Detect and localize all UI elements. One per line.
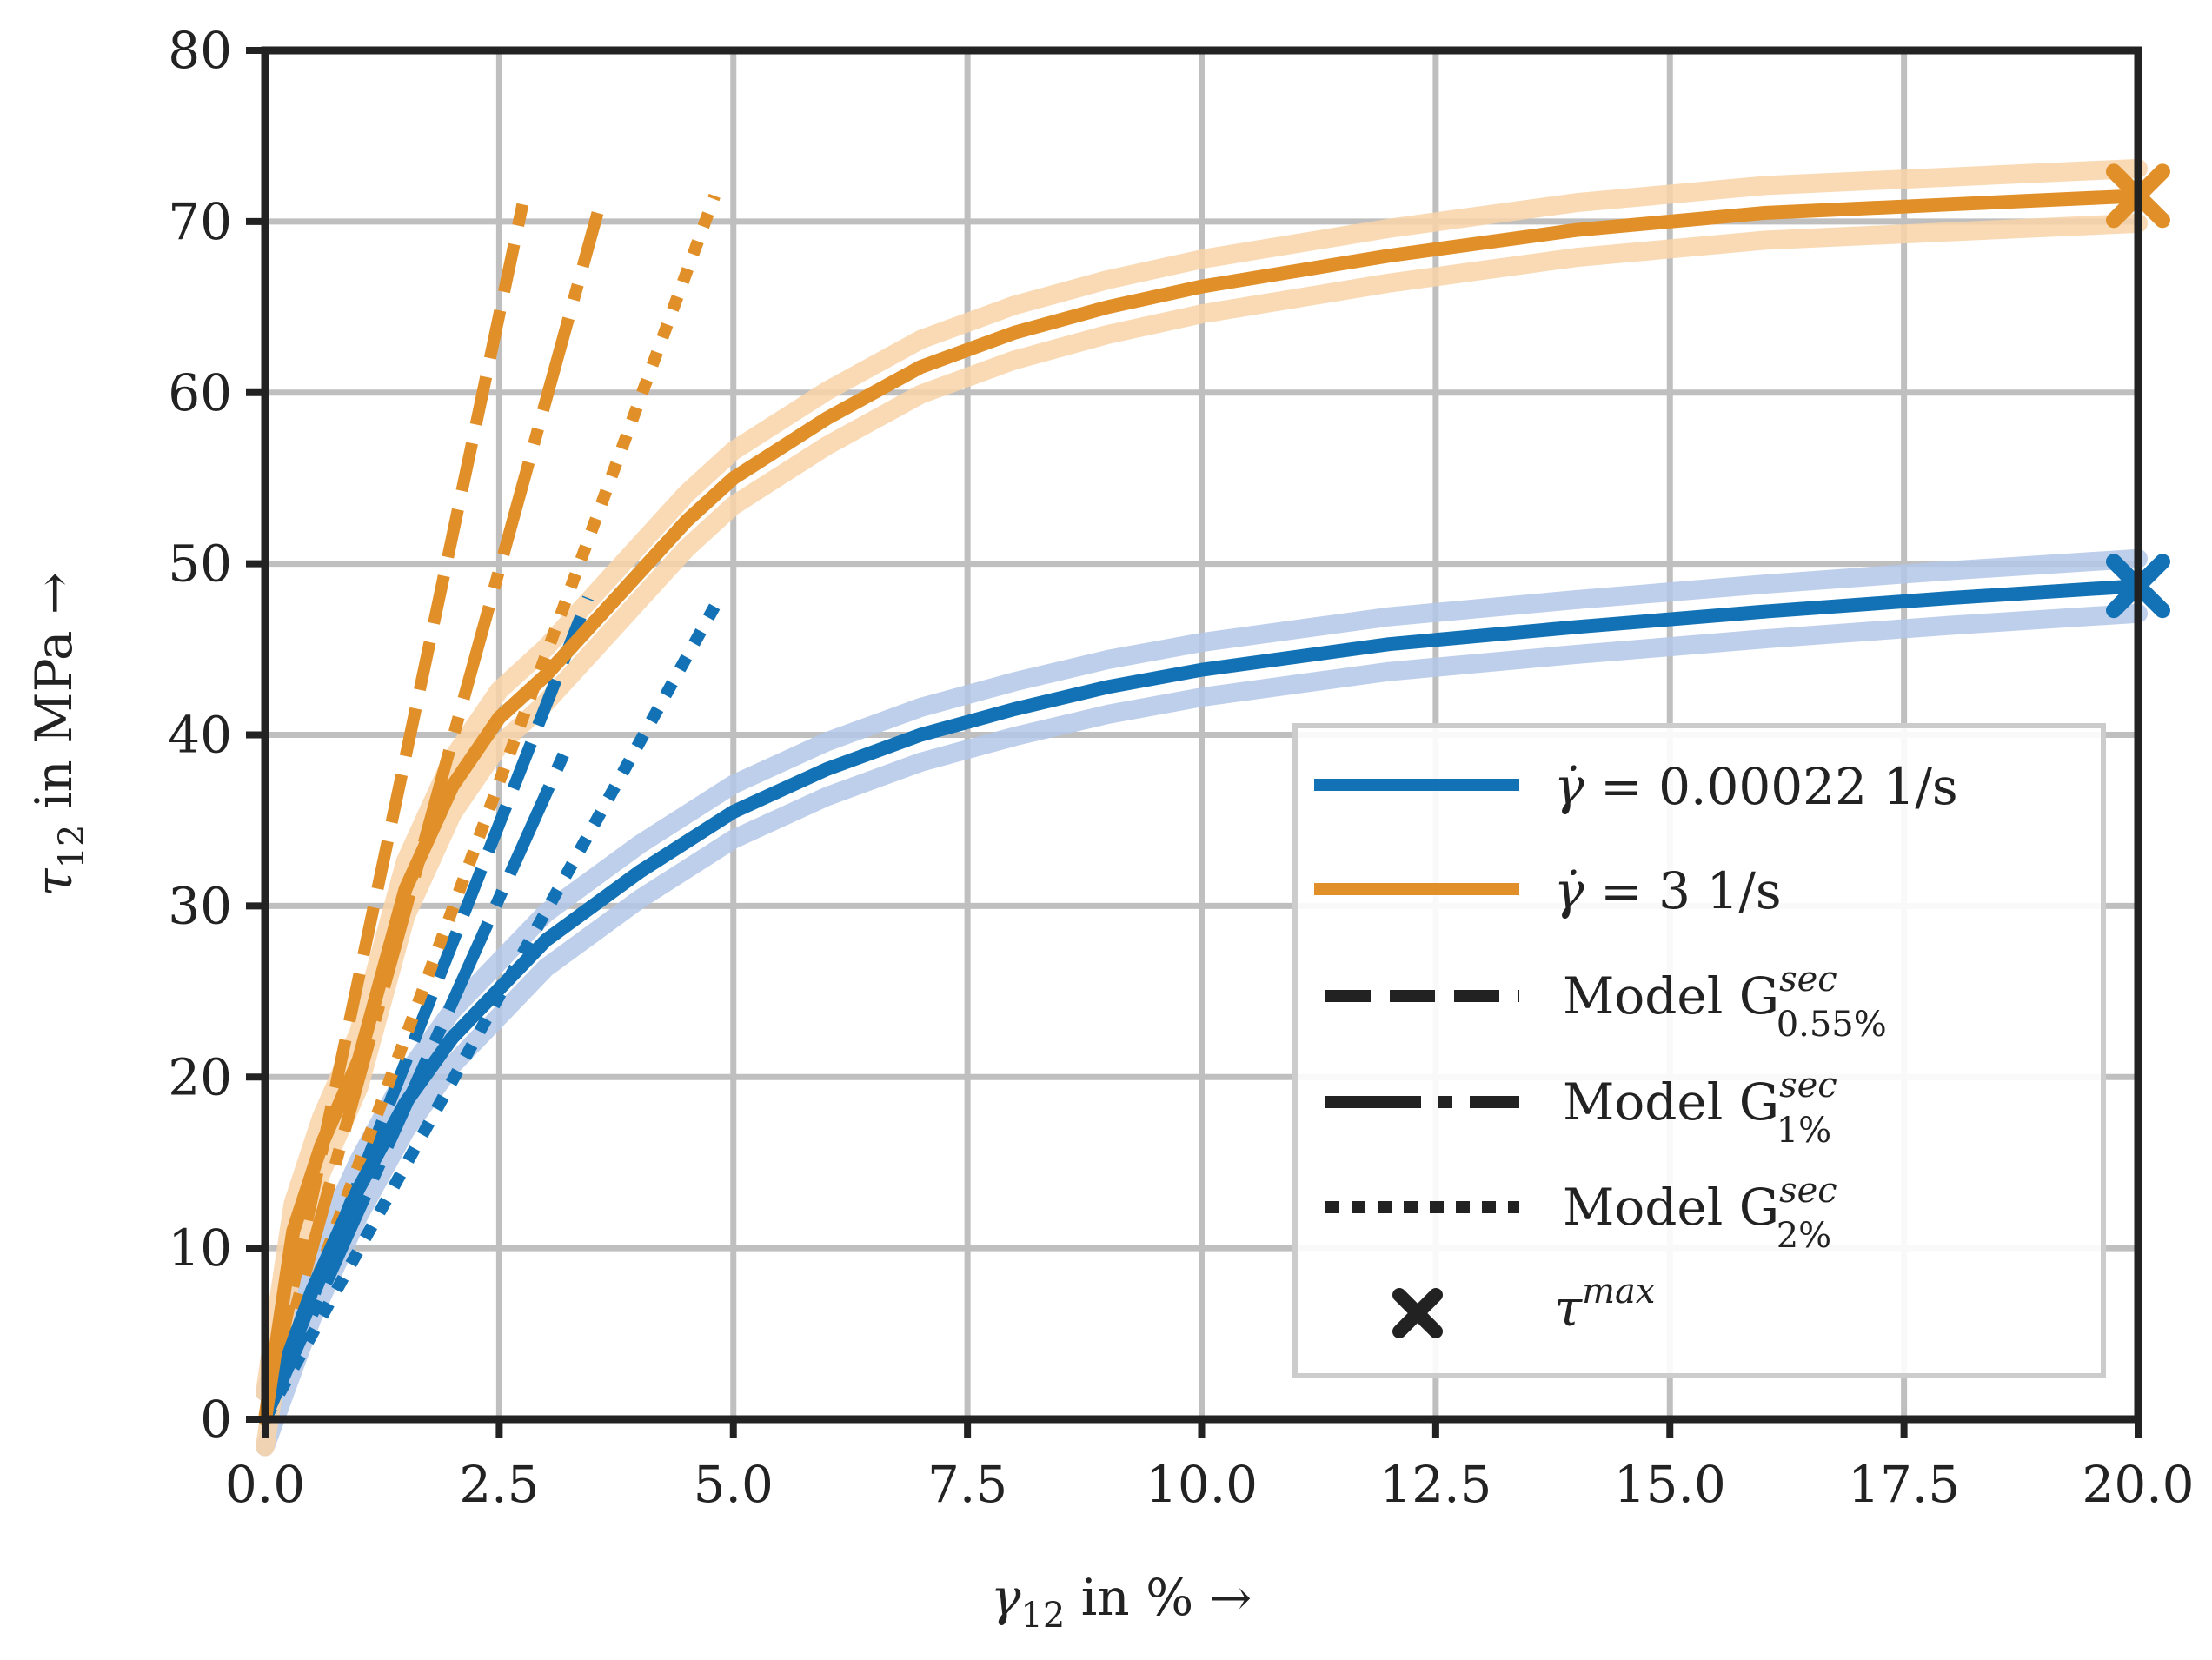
y-tick-label: 50 [168,535,232,594]
band-line [256,158,2148,1402]
y-tick-label: 80 [168,21,232,80]
y-tick-label: 20 [168,1047,232,1106]
legend-label-max: τmax [1554,1272,1655,1338]
legend-label-model-055: Model Gsec 0.55% [1563,959,1887,1045]
legend-label-orange: γ̇ = 3 1/s [1554,861,1782,920]
y-tick-label: 10 [168,1218,232,1278]
x-tick-label: 17.5 [1848,1455,1960,1514]
legend: γ̇ = 0.00022 1/s γ̇ = 3 1/s Model Gsec 0.… [1292,723,2106,1378]
x-tick-label: 2.5 [459,1455,539,1514]
y-axis-title: τ12 in MPa → [24,572,92,896]
model-line [259,203,529,1421]
x-axis-title: γ12 in % → [991,1568,1252,1636]
legend-box [1292,723,2106,1378]
legend-label-model-2: Model Gsec 2% [1563,1171,1837,1256]
y-tick-label: 0 [200,1390,232,1449]
y-tick-label: 70 [168,192,232,251]
x-tick-label: 12.5 [1379,1455,1491,1514]
series-line [258,579,2145,1426]
model-line [259,603,721,1423]
x-tick-label: 20.0 [2082,1455,2194,1514]
y-tick-label: 30 [168,876,232,935]
legend-handle-max-icon [1392,1288,1443,1338]
band-line [256,603,2148,1457]
legend-label-blue: γ̇ = 0.00022 1/s [1554,757,1958,816]
x-tick-label: 15.0 [1614,1455,1726,1514]
y-tick-label: 40 [168,706,232,765]
x-tick-label: 5.0 [694,1455,774,1514]
x-tick-label: 7.5 [927,1455,1007,1514]
y-tick-label: 60 [168,363,232,422]
variation-bands [256,158,2148,1457]
x-tick-label: 10.0 [1146,1455,1258,1514]
x-tick-label: 0.0 [225,1455,305,1514]
experiment-curves [258,189,2145,1426]
legend-label-model-1: Model Gsec 1% [1563,1066,1837,1151]
series-line [258,189,2145,1426]
axis-ticks: 0.0 2.5 5.0 7.5 10.0 12.5 15.0 17.5 20.0 0 10 20 30 4… [168,21,2194,1514]
band-line [256,213,2148,1457]
